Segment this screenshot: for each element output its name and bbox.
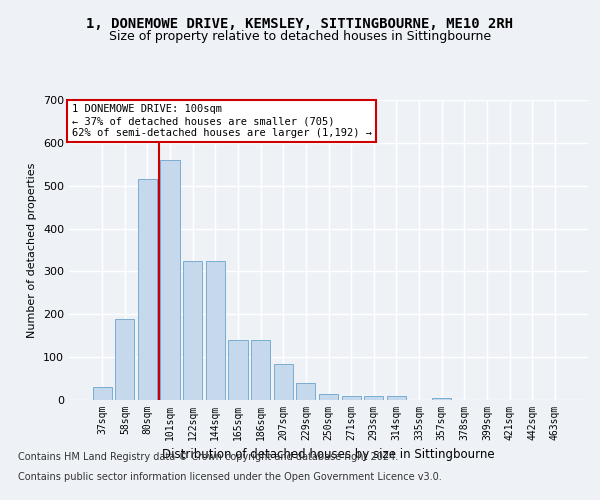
Bar: [387, 396, 406, 400]
Text: Contains HM Land Registry data © Crown copyright and database right 2024.: Contains HM Land Registry data © Crown c…: [18, 452, 398, 462]
Text: Size of property relative to detached houses in Sittingbourne: Size of property relative to detached ho…: [109, 30, 491, 43]
Bar: [364, 396, 383, 400]
Y-axis label: Number of detached properties: Number of detached properties: [28, 162, 37, 338]
Bar: [115, 318, 134, 400]
Bar: [432, 398, 451, 400]
Text: 1, DONEMOWE DRIVE, KEMSLEY, SITTINGBOURNE, ME10 2RH: 1, DONEMOWE DRIVE, KEMSLEY, SITTINGBOURN…: [86, 18, 514, 32]
Text: 1 DONEMOWE DRIVE: 100sqm
← 37% of detached houses are smaller (705)
62% of semi-: 1 DONEMOWE DRIVE: 100sqm ← 37% of detach…: [71, 104, 371, 138]
Bar: [229, 340, 248, 400]
X-axis label: Distribution of detached houses by size in Sittingbourne: Distribution of detached houses by size …: [162, 448, 495, 462]
Bar: [183, 260, 202, 400]
Bar: [206, 260, 225, 400]
Bar: [138, 180, 157, 400]
Bar: [341, 396, 361, 400]
Text: Contains public sector information licensed under the Open Government Licence v3: Contains public sector information licen…: [18, 472, 442, 482]
Bar: [160, 160, 180, 400]
Bar: [274, 364, 293, 400]
Bar: [296, 383, 316, 400]
Bar: [251, 340, 270, 400]
Bar: [319, 394, 338, 400]
Bar: [92, 387, 112, 400]
